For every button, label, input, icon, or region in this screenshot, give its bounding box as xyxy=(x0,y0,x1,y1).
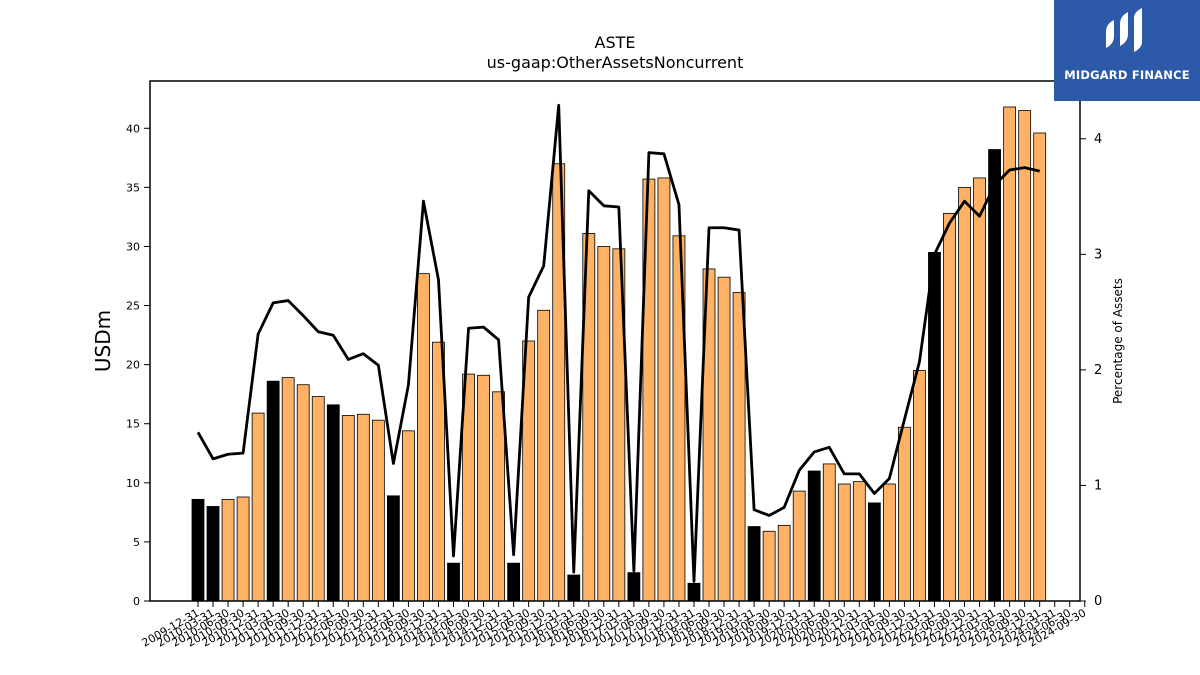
bar xyxy=(296,384,310,602)
bar xyxy=(822,463,836,602)
y-tick-label: 30 xyxy=(126,240,140,253)
bar xyxy=(913,370,926,602)
y-tick-label: 10 xyxy=(126,477,140,490)
bar xyxy=(492,391,506,602)
chart-subtitle: us-gaap:OtherAssetsNoncurrent xyxy=(487,53,744,72)
bar xyxy=(928,251,941,602)
bar xyxy=(326,404,340,602)
bar xyxy=(447,562,460,602)
bar-series xyxy=(191,106,1047,602)
y-tick-label: 35 xyxy=(126,181,140,194)
y-axis-label: USDm xyxy=(91,310,115,372)
bar xyxy=(597,246,611,602)
bar xyxy=(627,572,641,602)
bar xyxy=(251,412,265,602)
y-tick-label: 5 xyxy=(133,536,140,549)
plot-frame xyxy=(149,80,1081,602)
midgard-logo-icon xyxy=(1106,8,1142,52)
bar xyxy=(266,380,280,602)
bar xyxy=(206,506,220,602)
bar xyxy=(356,413,370,602)
x-axis: 2009-12-312010-03-312010-06-302010-09-30… xyxy=(140,601,1088,650)
bar xyxy=(837,483,851,602)
bar xyxy=(341,415,355,602)
bar xyxy=(311,396,325,602)
bar xyxy=(852,481,866,602)
bar xyxy=(717,276,731,602)
y-tick-label: 25 xyxy=(126,300,140,313)
y-tick-label: 0 xyxy=(133,595,140,608)
y2-tick-label: 3 xyxy=(1094,247,1102,262)
bar xyxy=(221,498,235,602)
bar xyxy=(867,502,881,602)
bar xyxy=(792,490,806,602)
bar xyxy=(882,483,896,602)
y-tick-label: 40 xyxy=(126,122,140,135)
bar xyxy=(281,377,295,602)
bar xyxy=(1033,132,1047,602)
bar xyxy=(762,530,776,602)
bar xyxy=(732,292,746,602)
percentage-of-assets-line xyxy=(196,103,1040,583)
bar xyxy=(898,426,911,602)
bar xyxy=(807,470,821,602)
brand-logo: MIDGARD FINANCE xyxy=(1054,0,1200,101)
bar xyxy=(687,582,701,602)
bar xyxy=(537,309,551,602)
chart-title: ASTE xyxy=(595,33,636,52)
bar xyxy=(386,495,400,602)
bar xyxy=(1018,110,1032,602)
y2-tick-label: 2 xyxy=(1094,363,1102,378)
bar xyxy=(747,526,761,602)
bar xyxy=(777,524,791,602)
bar xyxy=(507,562,521,602)
bar xyxy=(943,212,956,602)
y-tick-label: 20 xyxy=(126,359,140,372)
y-tick-label: 15 xyxy=(126,418,140,431)
bar xyxy=(191,498,205,602)
y-axis: 0 5 10 15 20 25 30 35 40 xyxy=(126,122,150,608)
bar xyxy=(988,149,1001,602)
y2-axis-label: Percentage of Assets xyxy=(1111,278,1125,404)
brand-name: MIDGARD FINANCE xyxy=(1064,68,1190,82)
bar xyxy=(657,177,671,602)
y2-tick-label: 1 xyxy=(1094,478,1102,493)
y2-tick-label: 0 xyxy=(1094,594,1102,609)
bar xyxy=(477,374,490,602)
y2-tick-label: 4 xyxy=(1094,132,1102,147)
bar xyxy=(417,273,430,602)
bar xyxy=(1003,106,1017,602)
bar xyxy=(371,419,385,602)
bar xyxy=(958,186,971,602)
bar xyxy=(973,177,986,602)
bar xyxy=(402,430,415,602)
bar xyxy=(567,574,581,602)
y2-axis: 0 1 2 3 4 xyxy=(1080,132,1102,609)
bar xyxy=(236,496,250,602)
